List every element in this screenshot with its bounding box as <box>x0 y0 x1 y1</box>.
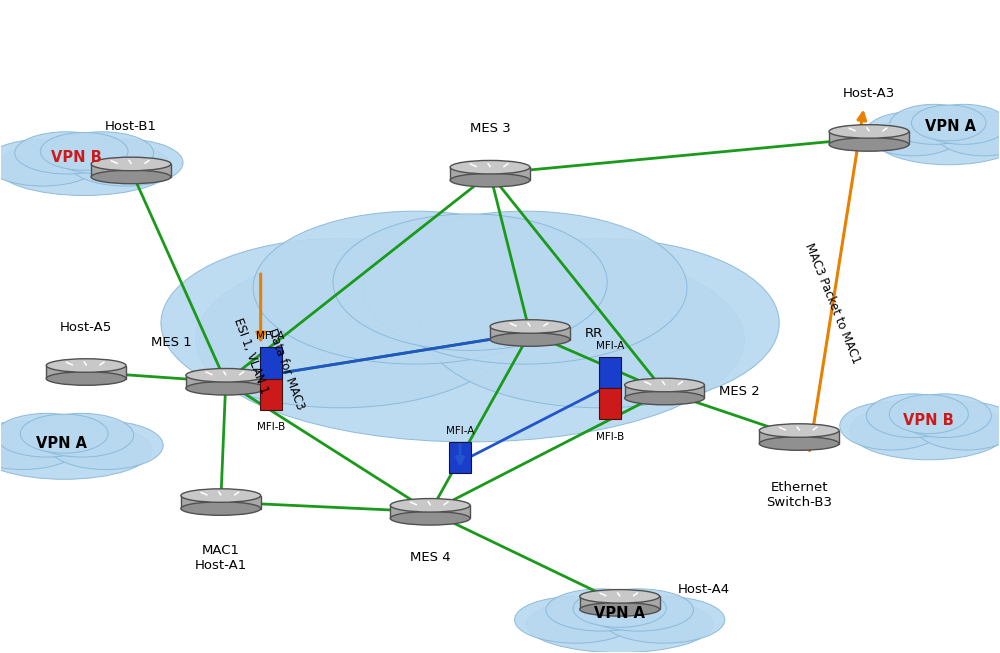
Ellipse shape <box>874 111 1000 165</box>
Ellipse shape <box>914 402 1000 450</box>
Ellipse shape <box>866 394 960 438</box>
Ellipse shape <box>161 238 520 407</box>
Ellipse shape <box>50 132 154 174</box>
Text: MES 1: MES 1 <box>151 336 191 349</box>
Ellipse shape <box>890 104 978 144</box>
Bar <box>599 389 621 419</box>
Text: VPN A: VPN A <box>36 436 87 451</box>
Ellipse shape <box>840 402 943 450</box>
Bar <box>759 430 839 443</box>
Ellipse shape <box>0 139 172 195</box>
Ellipse shape <box>181 502 261 515</box>
Bar <box>91 164 171 177</box>
Ellipse shape <box>0 413 99 457</box>
Ellipse shape <box>46 372 126 385</box>
Ellipse shape <box>0 421 152 479</box>
Bar <box>490 326 570 340</box>
Ellipse shape <box>580 590 660 603</box>
Ellipse shape <box>15 132 118 174</box>
Bar <box>449 441 471 473</box>
Ellipse shape <box>515 596 637 643</box>
Ellipse shape <box>46 358 126 372</box>
Text: Data for MAC3: Data for MAC3 <box>265 326 306 411</box>
Text: MFI-B: MFI-B <box>596 432 624 442</box>
Text: ESI 1, VLAN 1: ESI 1, VLAN 1 <box>231 316 270 396</box>
Ellipse shape <box>759 424 839 438</box>
Ellipse shape <box>20 414 108 453</box>
Ellipse shape <box>30 413 134 457</box>
Ellipse shape <box>625 378 704 392</box>
Ellipse shape <box>68 139 183 186</box>
Ellipse shape <box>898 394 991 438</box>
Ellipse shape <box>829 138 909 151</box>
Ellipse shape <box>911 105 986 141</box>
Bar <box>580 596 660 609</box>
Ellipse shape <box>186 381 266 395</box>
Bar <box>260 379 282 409</box>
Text: MES 2: MES 2 <box>719 385 760 398</box>
Bar <box>599 357 621 389</box>
Text: VPN B: VPN B <box>51 150 102 165</box>
Bar <box>181 496 261 509</box>
Ellipse shape <box>450 161 530 174</box>
Text: RR: RR <box>585 326 603 340</box>
Ellipse shape <box>889 394 968 434</box>
Ellipse shape <box>920 104 1000 144</box>
Ellipse shape <box>196 237 744 442</box>
Ellipse shape <box>333 214 607 351</box>
Ellipse shape <box>390 498 470 512</box>
Text: MAC3 Packet to MAC1: MAC3 Packet to MAC1 <box>802 242 862 366</box>
Ellipse shape <box>603 596 725 643</box>
Ellipse shape <box>490 333 570 346</box>
Text: MES 3: MES 3 <box>470 121 510 135</box>
Ellipse shape <box>580 603 660 616</box>
Ellipse shape <box>935 112 1000 156</box>
Ellipse shape <box>865 112 962 156</box>
Text: Ethernet
Switch-B3: Ethernet Switch-B3 <box>766 481 832 509</box>
Ellipse shape <box>450 174 530 187</box>
Text: Host-A4: Host-A4 <box>678 583 730 596</box>
Ellipse shape <box>829 125 909 138</box>
Bar <box>186 375 266 389</box>
Ellipse shape <box>759 437 839 451</box>
Ellipse shape <box>363 211 687 364</box>
Text: Host-B1: Host-B1 <box>105 119 157 133</box>
Bar <box>829 131 909 144</box>
Text: VPN A: VPN A <box>925 119 976 134</box>
Text: MFI-A: MFI-A <box>446 426 474 436</box>
Text: Host-A3: Host-A3 <box>843 88 895 100</box>
Ellipse shape <box>253 211 577 364</box>
Ellipse shape <box>40 133 128 170</box>
Text: MFI-A: MFI-A <box>596 342 624 351</box>
Ellipse shape <box>48 421 163 470</box>
Bar <box>450 167 530 180</box>
Ellipse shape <box>181 489 261 502</box>
Bar <box>625 385 704 398</box>
Bar <box>260 347 282 379</box>
Ellipse shape <box>850 402 1000 460</box>
Ellipse shape <box>0 139 100 186</box>
Ellipse shape <box>390 511 470 525</box>
Ellipse shape <box>546 589 656 631</box>
Ellipse shape <box>625 391 704 405</box>
Text: MES 4: MES 4 <box>410 551 451 564</box>
Text: Host-A5: Host-A5 <box>60 321 112 334</box>
Text: MAC1
Host-A1: MAC1 Host-A1 <box>195 545 247 572</box>
Text: MFI-B: MFI-B <box>257 422 285 432</box>
Text: MFI-A: MFI-A <box>256 332 285 342</box>
Ellipse shape <box>490 320 570 333</box>
Ellipse shape <box>420 238 779 407</box>
Ellipse shape <box>0 421 80 470</box>
Ellipse shape <box>526 596 713 652</box>
Ellipse shape <box>91 157 171 170</box>
Bar <box>46 366 126 379</box>
Ellipse shape <box>91 170 171 183</box>
Text: VPN B: VPN B <box>903 413 954 428</box>
Text: VPN A: VPN A <box>594 607 645 622</box>
Bar <box>390 505 470 518</box>
Ellipse shape <box>573 590 666 628</box>
Ellipse shape <box>583 589 693 631</box>
Ellipse shape <box>186 368 266 382</box>
